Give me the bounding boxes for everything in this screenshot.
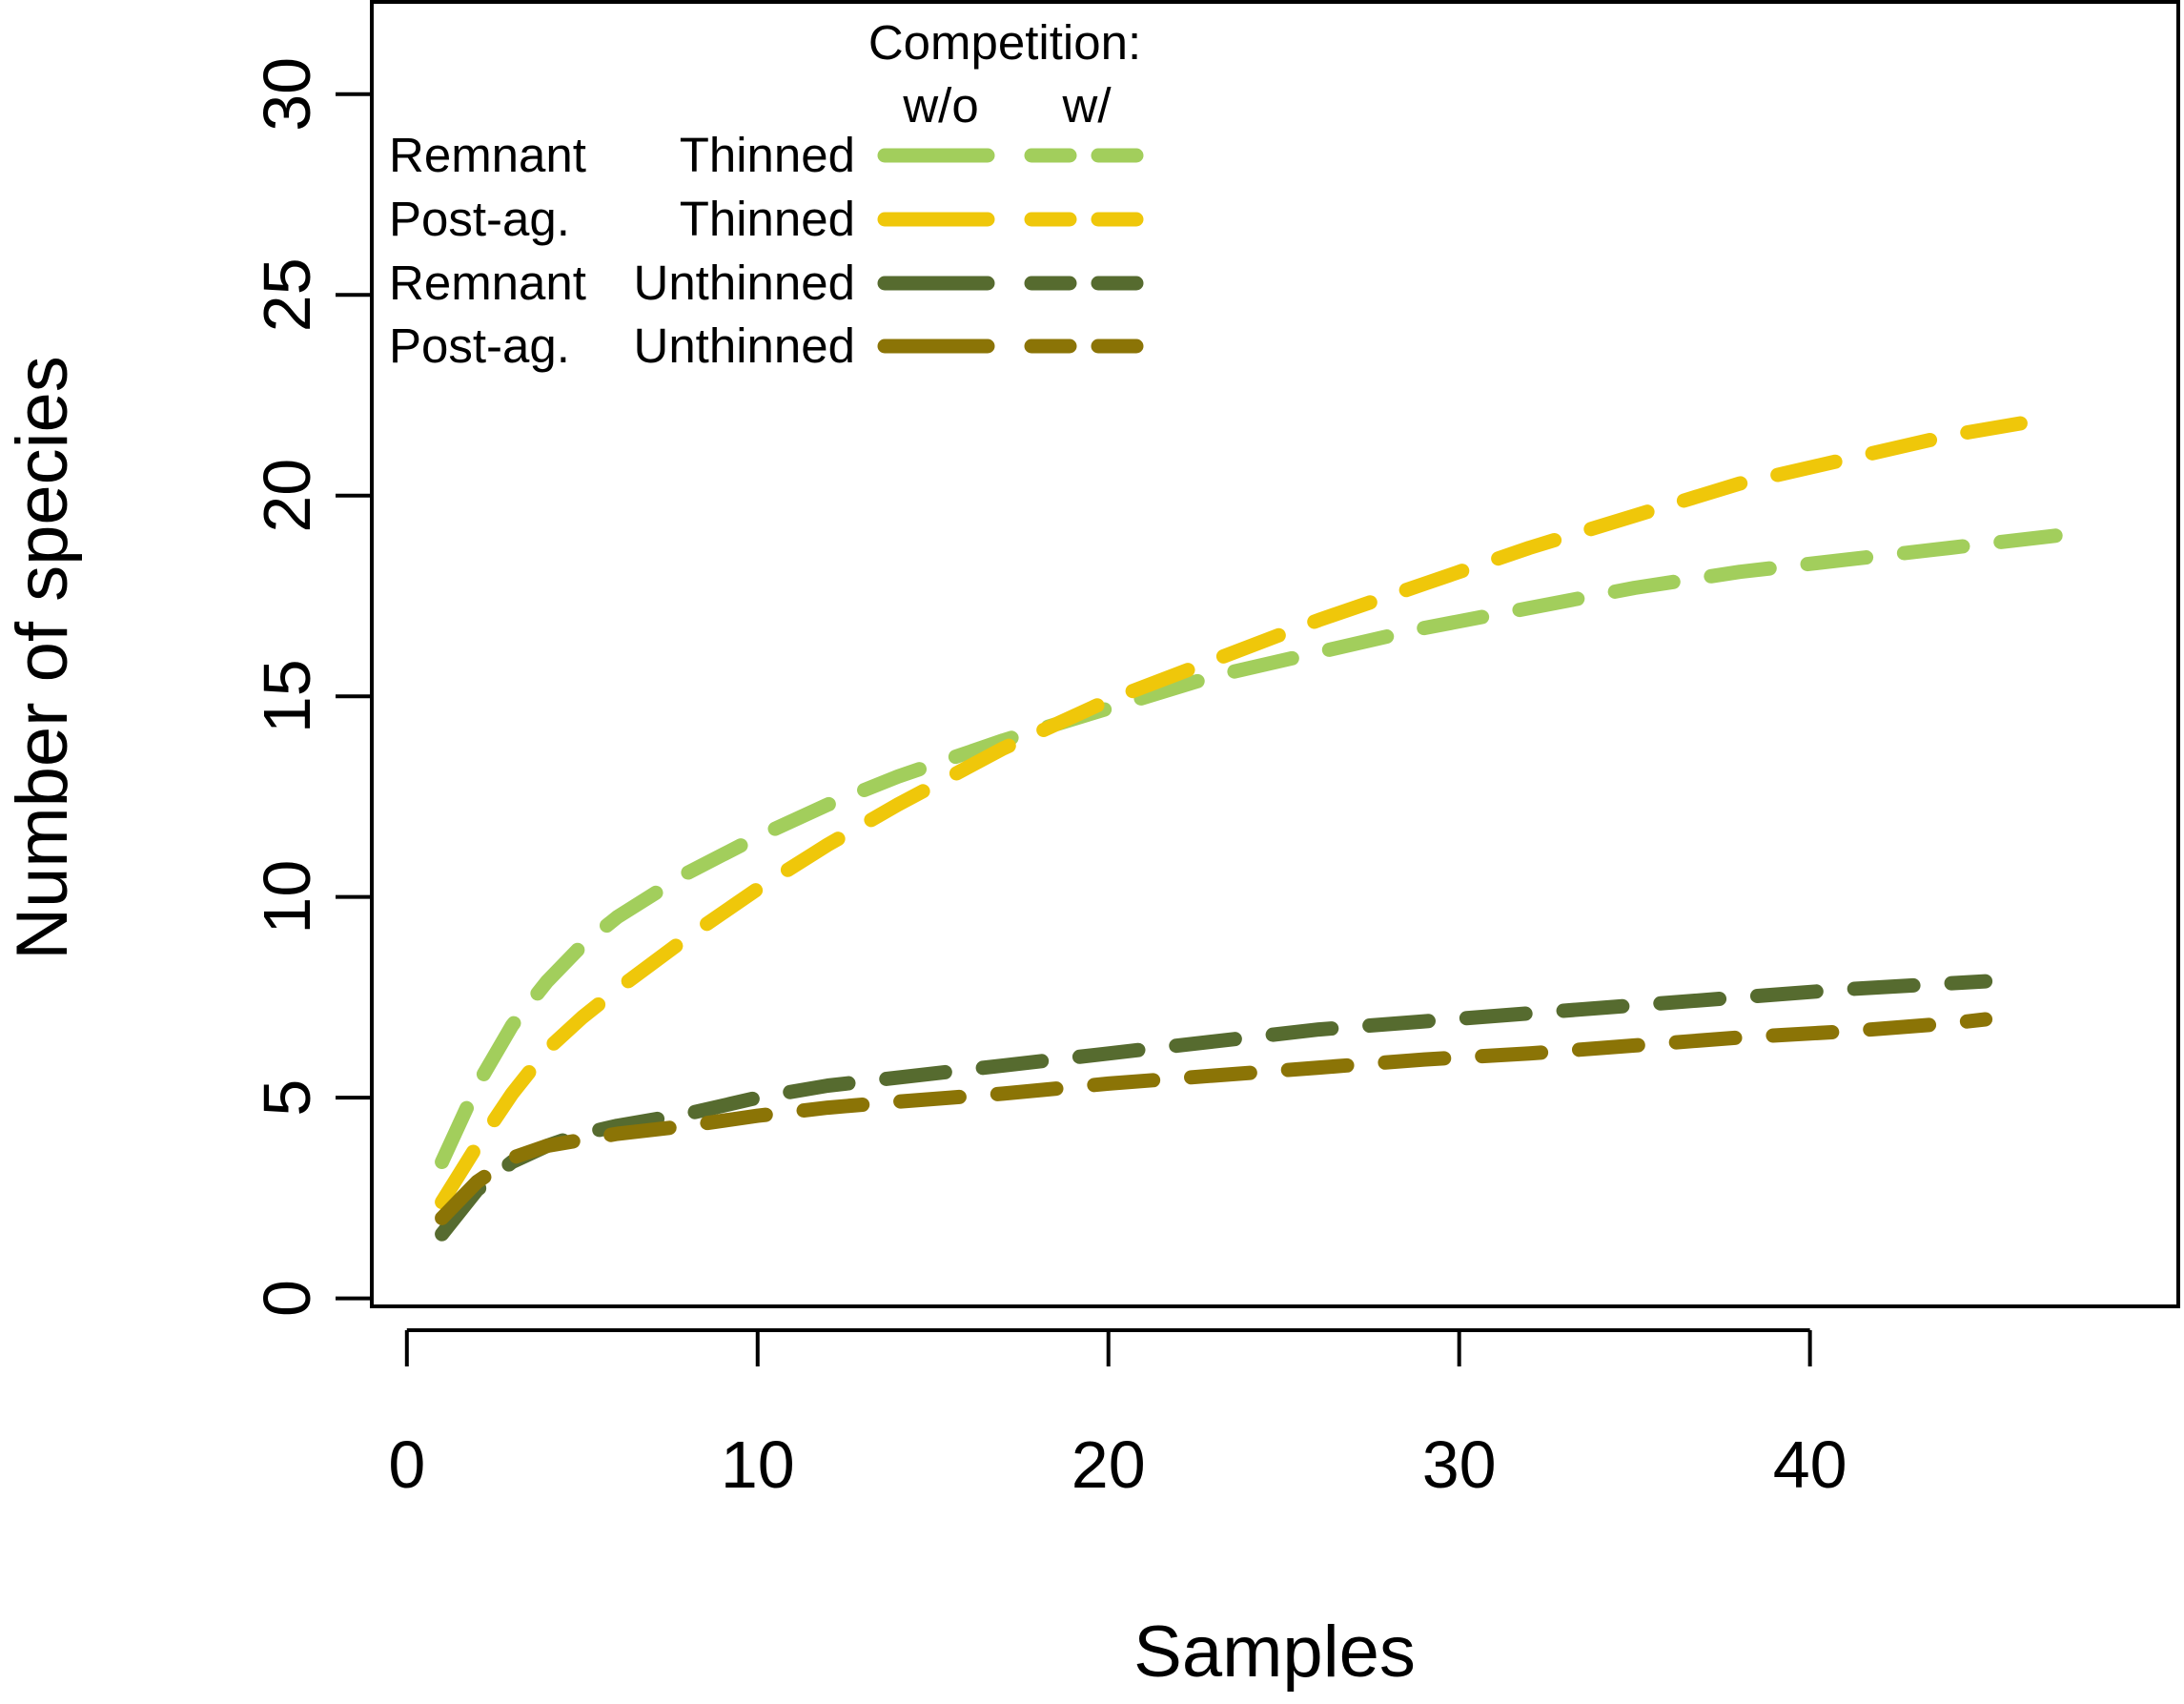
legend-site-label: Remnant: [389, 256, 586, 310]
legend-treatment-label: Unthinned: [633, 256, 855, 310]
legend-col-with: w/: [1062, 78, 1112, 133]
x-axis: 0 10 20 30 40: [388, 1328, 1847, 1502]
series-line-2: [435, 416, 2028, 1210]
legend-site-label: Post-ag.: [389, 192, 570, 246]
y-tick-label: 5: [250, 1079, 324, 1117]
legend-site-label: Post-ag.: [389, 318, 570, 373]
y-axis: 0 5 10 15 20 25 30: [250, 57, 374, 1317]
legend-col-without: w/o: [902, 78, 978, 133]
legend-site-label: Remnant: [389, 128, 586, 182]
y-tick-label: 15: [250, 659, 324, 733]
x-tick-label: 10: [721, 1427, 795, 1502]
y-tick-label: 0: [250, 1280, 324, 1317]
series-line-4: [435, 1012, 1993, 1225]
legend-rows: Remnant Thinned Post-ag. Thinned Remnant Unth…: [389, 128, 1145, 373]
y-tick-label: 10: [250, 860, 324, 934]
y-tick-label: 20: [250, 459, 324, 533]
y-tick-label: 30: [250, 57, 324, 132]
x-tick-label: 40: [1773, 1427, 1847, 1502]
legend-treatment-label: Thinned: [680, 128, 855, 182]
series-line-3: [435, 974, 1993, 1242]
series-line-1: [435, 528, 2063, 1169]
x-tick-label: 30: [1422, 1427, 1497, 1502]
legend: Competition: w/o w/ Remnant Thinned Post-a…: [389, 15, 1145, 373]
series-layer: [435, 416, 2063, 1242]
y-axis-title: Number of species: [2, 356, 83, 960]
legend-treatment-label: Unthinned: [633, 318, 855, 373]
x-axis-title: Samples: [1133, 1612, 1416, 1693]
x-tick-label: 0: [388, 1427, 425, 1502]
x-tick-label: 20: [1072, 1427, 1146, 1502]
legend-treatment-label: Thinned: [680, 192, 855, 246]
plot-frame: [370, 0, 2180, 1308]
y-tick-label: 25: [250, 257, 324, 332]
legend-header: Competition:: [868, 15, 1141, 70]
